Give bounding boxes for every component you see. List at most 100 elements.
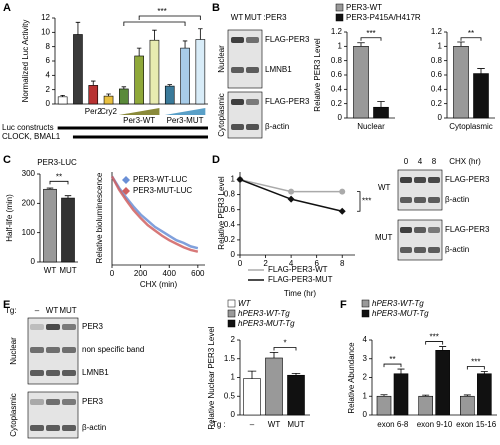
bar bbox=[243, 378, 261, 416]
legend-label: PER3-P415A/H417R bbox=[346, 13, 421, 22]
significance-bracket bbox=[123, 15, 201, 26]
x-tick-label: exon 6-8 bbox=[377, 420, 409, 429]
bar bbox=[353, 46, 369, 119]
error-bar bbox=[480, 371, 488, 374]
error-bar bbox=[121, 86, 127, 89]
error-bar bbox=[463, 394, 471, 397]
blot-frame bbox=[397, 219, 443, 261]
error-bar bbox=[357, 42, 365, 47]
legend-marker bbox=[122, 187, 130, 195]
legend-swatch bbox=[227, 309, 236, 318]
significance-label: *** bbox=[157, 7, 166, 16]
error-bar bbox=[377, 101, 385, 108]
blot-band bbox=[46, 370, 60, 376]
series-line bbox=[239, 178, 343, 212]
row-label: PER3 bbox=[82, 322, 103, 331]
x-tick-label: 2 bbox=[263, 259, 268, 268]
error-bar bbox=[182, 40, 188, 49]
panel-label: F bbox=[340, 299, 347, 311]
bar bbox=[373, 106, 389, 119]
legend-swatch bbox=[227, 299, 236, 308]
row-label: PER3 bbox=[82, 397, 103, 406]
y-tick-label: 0 bbox=[31, 257, 36, 266]
point bbox=[236, 176, 244, 184]
error-bar bbox=[439, 346, 447, 351]
group-label: Per3-MUT bbox=[167, 116, 204, 125]
row-label: FLAG-PER3 bbox=[445, 225, 490, 234]
y-tick-label: 0 bbox=[46, 99, 51, 108]
blot-band bbox=[400, 197, 412, 203]
lane-label: 4 bbox=[418, 157, 423, 166]
significance-label: *** bbox=[471, 358, 480, 367]
y-tick-label: 1 bbox=[231, 175, 236, 184]
y-tick-label: 8 bbox=[46, 42, 51, 51]
y-tick-label: 0.5 bbox=[224, 391, 236, 400]
y-tick-label: 0.4 bbox=[331, 84, 343, 93]
y-tick-label: 1 bbox=[338, 41, 343, 50]
decay-curve bbox=[110, 175, 199, 253]
blot-band bbox=[62, 425, 76, 431]
y-tick-label: 0.6 bbox=[331, 70, 343, 79]
bar bbox=[73, 34, 83, 105]
y-tick-label: 0.8 bbox=[224, 190, 236, 199]
error-bar bbox=[136, 47, 142, 56]
y-axis-label: Relative PER3 Level bbox=[313, 38, 322, 112]
blot-band bbox=[400, 227, 412, 233]
bar bbox=[195, 39, 206, 105]
bar bbox=[453, 46, 469, 119]
legend-swatch bbox=[361, 309, 370, 318]
x-tick-label: 0 bbox=[238, 259, 243, 268]
blot-band bbox=[30, 324, 44, 330]
bar bbox=[134, 55, 144, 105]
y-tick-label: 6 bbox=[46, 56, 51, 65]
y-tick-label: 0.2 bbox=[331, 99, 343, 108]
y-tick-label: 1.5 bbox=[224, 354, 236, 363]
legend-marker bbox=[122, 176, 130, 184]
significance-label: ** bbox=[468, 29, 474, 38]
y-tick-label: 1 bbox=[363, 391, 368, 400]
blot-band bbox=[30, 425, 44, 431]
blot-band bbox=[62, 324, 76, 330]
error-bar bbox=[152, 29, 157, 41]
x-tick-label: Per2 bbox=[85, 107, 102, 116]
y-tick-label: 2 bbox=[46, 85, 51, 94]
x-tick-label: Cytoplasmic bbox=[449, 122, 493, 131]
x-tick-label: 0 bbox=[110, 269, 115, 278]
error-bar bbox=[75, 21, 81, 35]
bar bbox=[287, 374, 305, 416]
significance-label: ** bbox=[56, 172, 62, 181]
bar bbox=[460, 395, 475, 416]
significance-bracket bbox=[425, 341, 444, 345]
point bbox=[288, 188, 295, 195]
panel-label: A bbox=[3, 2, 11, 14]
row-label: CLOCK, BMAL1 bbox=[2, 132, 61, 141]
blot-frame bbox=[397, 169, 443, 211]
y-tick-label: 0.8 bbox=[431, 56, 443, 65]
x-tick-label: 6 bbox=[314, 259, 319, 268]
y-tick-label: 0 bbox=[338, 113, 343, 122]
bar bbox=[88, 85, 99, 105]
x-axis-label: Tg : bbox=[212, 420, 226, 429]
y-tick-label: 0.8 bbox=[331, 56, 343, 65]
y-tick-label: 0 bbox=[231, 250, 236, 259]
significance-bracket bbox=[360, 37, 382, 41]
bar bbox=[376, 395, 392, 416]
y-axis-label: Normalized Luc Activity bbox=[21, 20, 30, 103]
error-bar bbox=[91, 80, 96, 86]
blot-band bbox=[231, 37, 244, 43]
y-tick-label: 10 bbox=[41, 27, 50, 36]
y-tick-label: 4 bbox=[46, 70, 51, 79]
y-tick-label: 0.2 bbox=[224, 235, 236, 244]
bar bbox=[435, 350, 450, 416]
bar bbox=[393, 373, 409, 416]
significance-bracket bbox=[49, 180, 69, 185]
y-axis-label: Relative PER3 Level bbox=[217, 176, 226, 250]
y-tick-label: 4 bbox=[363, 335, 368, 344]
significance-label: *** bbox=[362, 197, 371, 206]
y-axis-label: Relative bioluminescence bbox=[95, 172, 104, 263]
blot-frame bbox=[27, 391, 79, 439]
error-bar bbox=[477, 68, 485, 74]
legend-label: hPER3-MUT-Tg bbox=[372, 309, 429, 318]
blot-band bbox=[400, 177, 412, 183]
